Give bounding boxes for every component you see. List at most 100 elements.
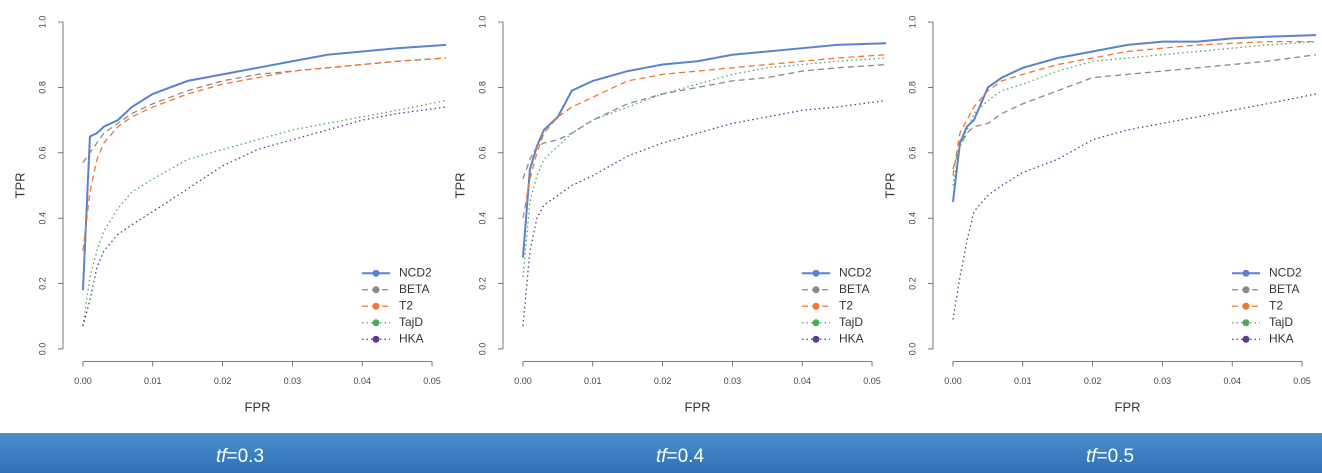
y-tick-label: 0.4 — [907, 212, 917, 225]
x-tick-label: 0.04 — [353, 376, 371, 386]
x-tick-label: 0.01 — [144, 376, 162, 386]
x-tick-label: 0.02 — [1084, 376, 1102, 386]
y-tick-label: 0.0 — [477, 343, 487, 356]
y-tick-label: 0.4 — [37, 212, 47, 225]
legend-dot — [1242, 335, 1250, 343]
legend-dot — [372, 335, 380, 343]
x-axis-label: FPR — [245, 399, 271, 414]
y-tick-label: 1.0 — [907, 16, 917, 29]
series-line — [82, 57, 447, 251]
legend-dot — [372, 302, 380, 310]
caption-value: =0.3 — [227, 446, 265, 467]
series-line — [82, 99, 447, 327]
y-tick-label: 1.0 — [37, 16, 47, 29]
legend-dot — [1242, 269, 1250, 277]
chart-panel: 0.00 0.01 0.02 0.03 0.04 0.05 0.0 0.2 0.4 0.6 0.8 1… — [452, 16, 887, 467]
caption-variable: tf — [216, 446, 228, 467]
y-tick-label: 0.6 — [477, 147, 487, 160]
legend-dot — [812, 286, 820, 294]
x-tick-label: 0.00 — [514, 376, 532, 386]
legend-label: T2 — [399, 298, 413, 312]
x-tick-label: 0.03 — [1154, 376, 1172, 386]
legend-dot — [1242, 286, 1250, 294]
x-tick-label: 0.04 — [793, 376, 811, 386]
legend-label: T2 — [839, 298, 853, 312]
y-tick-label: 0.8 — [907, 81, 917, 94]
legend-label: TajD — [839, 315, 863, 329]
y-axis-label: TPR — [452, 173, 467, 199]
legend-dot — [1242, 302, 1250, 310]
legend-dot — [812, 269, 820, 277]
y-tick-label: 0.2 — [37, 277, 47, 290]
legend-label: T2 — [1269, 298, 1283, 312]
series-line — [952, 93, 1317, 320]
x-tick-label: 0.01 — [1014, 376, 1032, 386]
series-line — [952, 54, 1317, 170]
x-tick-label: 0.05 — [423, 376, 441, 386]
caption-variable: tf — [656, 446, 668, 467]
legend-label: TajD — [1269, 315, 1293, 329]
y-tick-label: 1.0 — [477, 16, 487, 29]
caption-value: =0.5 — [1097, 446, 1135, 467]
x-tick-label: 0.05 — [863, 376, 881, 386]
x-axis-label: FPR — [685, 399, 711, 414]
y-tick-label: 0.8 — [37, 81, 47, 94]
legend-label: BETA — [839, 282, 869, 296]
chart-panel: 0.00 0.01 0.02 0.03 0.04 0.05 0.0 0.2 0.4 0.6 0.8 1… — [12, 16, 447, 467]
legend-dot — [372, 286, 380, 294]
caption-variable: tf — [1086, 446, 1098, 467]
chart-panel: 0.00 0.01 0.02 0.03 0.04 0.05 0.0 0.2 0.4 0.6 0.8 1… — [882, 16, 1317, 467]
legend-dot — [812, 302, 820, 310]
series-line — [82, 106, 447, 327]
x-tick-label: 0.02 — [214, 376, 232, 386]
legend-dot — [372, 269, 380, 277]
series-line — [952, 41, 1316, 176]
y-tick-label: 0.2 — [477, 277, 487, 290]
panel-caption: tf=0.4 — [656, 446, 705, 467]
x-tick-label: 0.00 — [74, 376, 92, 386]
x-tick-label: 0.03 — [724, 376, 742, 386]
legend-label: TajD — [399, 315, 423, 329]
x-tick-label: 0.02 — [654, 376, 672, 386]
panel-caption: tf=0.3 — [216, 446, 264, 467]
x-axis-label: FPR — [1115, 399, 1141, 414]
series-line — [81, 43, 447, 291]
y-tick-label: 0.0 — [907, 343, 917, 356]
legend-label: HKA — [1269, 331, 1294, 345]
legend-dot — [812, 319, 820, 327]
series-line — [521, 42, 887, 258]
y-tick-label: 0.2 — [907, 277, 917, 290]
legend-dot — [372, 319, 380, 327]
x-tick-label: 0.03 — [284, 376, 302, 386]
series-line — [522, 54, 887, 219]
y-axis-label: TPR — [12, 173, 27, 199]
legend-dot — [812, 335, 820, 343]
y-tick-label: 0.0 — [37, 343, 47, 356]
legend-label: NCD2 — [839, 265, 872, 279]
legend-label: BETA — [1269, 282, 1299, 296]
y-tick-label: 0.6 — [37, 147, 47, 160]
legend-label: NCD2 — [1269, 265, 1302, 279]
series-line — [522, 63, 887, 180]
legend-dot — [1242, 319, 1250, 327]
series-line — [522, 99, 887, 327]
y-tick-label: 0.8 — [477, 81, 487, 94]
series-line — [952, 41, 1317, 186]
x-tick-label: 0.00 — [944, 376, 962, 386]
y-tick-label: 0.4 — [477, 212, 487, 225]
legend-label: HKA — [399, 331, 424, 345]
y-tick-label: 0.6 — [907, 147, 917, 160]
panel-caption: tf=0.5 — [1086, 446, 1134, 467]
legend-label: HKA — [839, 331, 864, 345]
caption-value: =0.4 — [667, 446, 705, 467]
series-line — [522, 57, 887, 278]
caption-band — [0, 433, 1322, 473]
series-line — [951, 34, 1317, 202]
x-tick-label: 0.01 — [584, 376, 602, 386]
y-axis-label: TPR — [882, 173, 897, 199]
x-tick-label: 0.04 — [1223, 376, 1241, 386]
x-tick-label: 0.05 — [1293, 376, 1311, 386]
legend-label: NCD2 — [399, 265, 432, 279]
legend-label: BETA — [399, 282, 429, 296]
